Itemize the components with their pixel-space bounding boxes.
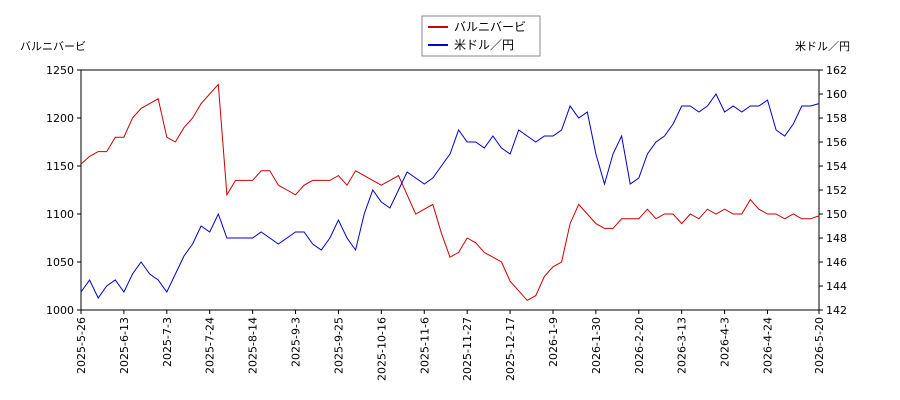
y2-tick-label: 150: [826, 208, 847, 221]
y2-tick-label: 156: [826, 136, 847, 149]
y2-tick-label: 142: [826, 304, 847, 317]
x-tick-label: 2025-7-3: [161, 317, 174, 367]
x-tick-label: 2025-12-17: [504, 317, 517, 381]
y-tick-label: 1050: [46, 256, 74, 269]
x-tick-label: 2025-6-13: [118, 317, 131, 374]
y2-tick-label: 146: [826, 256, 847, 269]
x-tick-label: 2025-11-6: [418, 317, 431, 374]
x-tick-label: 2025-9-3: [290, 317, 303, 367]
y-tick-label: 1150: [46, 160, 74, 173]
legend-label: バルニバービ: [454, 20, 526, 34]
y2-tick-label: 160: [826, 88, 847, 101]
x-tick-label: 2026-3-13: [676, 317, 689, 374]
y2-tick-label: 154: [826, 160, 847, 173]
x-tick-label: 2026-5-20: [813, 317, 826, 374]
y2-tick-label: 144: [826, 280, 847, 293]
x-tick-label: 2025-8-14: [247, 317, 260, 374]
y-tick-label: 1100: [46, 208, 74, 221]
x-tick-label: 2025-11-27: [461, 317, 474, 381]
x-tick-label: 2026-4-3: [719, 317, 732, 367]
y2-tick-label: 158: [826, 112, 847, 125]
y2-tick-label: 152: [826, 184, 847, 197]
y2-tick-label: 148: [826, 232, 847, 245]
y2-tick-label: 162: [826, 64, 847, 77]
x-tick-label: 2025-9-25: [332, 317, 345, 374]
plot-frame: [80, 69, 820, 311]
y-tick-label: 1200: [46, 112, 74, 125]
x-tick-label: 2026-1-9: [547, 317, 560, 367]
x-tick-label: 2026-2-20: [633, 317, 646, 374]
series-line: [80, 93, 820, 299]
series-line: [80, 83, 820, 302]
x-tick-label: 2025-5-26: [75, 317, 88, 374]
x-tick-label: 2025-7-24: [204, 317, 217, 374]
legend-box: [421, 15, 541, 57]
legend-label: 米ドル／円: [454, 38, 514, 52]
x-tick-label: 2026-4-24: [762, 317, 775, 374]
y-axis-title: バルニバービ: [20, 40, 86, 53]
y2-axis-title: 米ドル／円: [795, 40, 850, 53]
y-tick-label: 1000: [46, 304, 74, 317]
x-tick-label: 2026-1-30: [590, 317, 603, 374]
y-tick-label: 1250: [46, 64, 74, 77]
x-tick-label: 2025-10-16: [375, 317, 388, 381]
